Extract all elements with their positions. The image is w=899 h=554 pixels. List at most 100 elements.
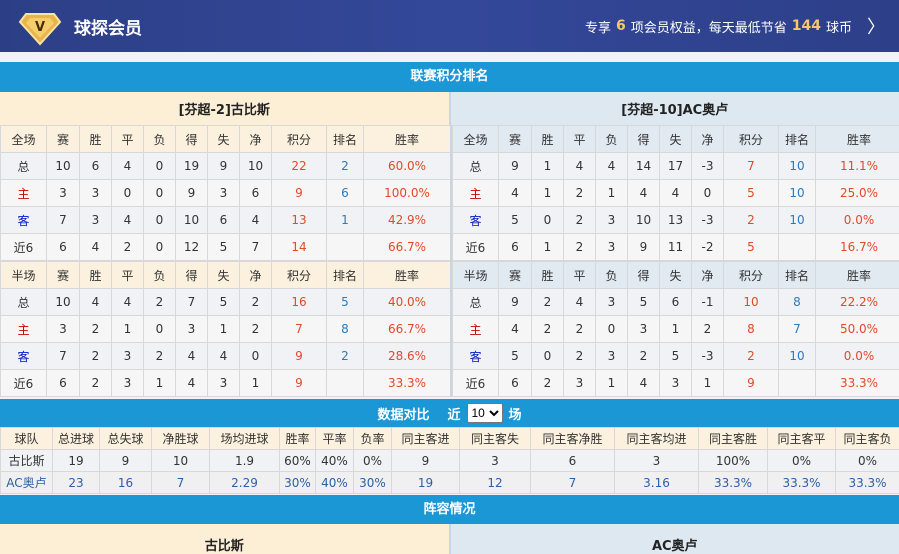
stat-cell: 10 xyxy=(779,153,816,180)
stat-cell: 11.1% xyxy=(816,153,899,180)
compare-cell: 7 xyxy=(531,472,615,494)
stat-cell: -1 xyxy=(692,289,724,316)
match-count-select[interactable]: 10 xyxy=(467,403,503,423)
away-team-title: [芬超-10]AC奥卢 xyxy=(449,92,899,125)
stat-cell: 2 xyxy=(692,316,724,343)
column-header: 排名 xyxy=(327,262,364,289)
column-header: 胜 xyxy=(532,262,564,289)
stat-cell: 4 xyxy=(564,289,596,316)
column-header: 赛 xyxy=(499,126,532,153)
stat-cell: 14 xyxy=(628,153,660,180)
stat-cell: 0 xyxy=(692,180,724,207)
row-label: 客 xyxy=(1,343,47,370)
compare-cell: 40% xyxy=(316,472,354,494)
column-header: 积分 xyxy=(272,126,327,153)
column-header: 赛 xyxy=(47,126,80,153)
row-label: 总 xyxy=(453,153,499,180)
compare-header: 球队 xyxy=(1,428,53,450)
stat-cell: 9 xyxy=(272,180,327,207)
compare-cell: 12 xyxy=(460,472,531,494)
stat-cell: 5 xyxy=(724,180,779,207)
stat-cell: 2 xyxy=(724,343,779,370)
stat-cell: 7 xyxy=(272,316,327,343)
stat-cell: 0.0% xyxy=(816,207,899,234)
stat-cell: 8 xyxy=(779,289,816,316)
compare-cell: 9 xyxy=(392,450,460,472)
stat-cell: 4 xyxy=(660,180,692,207)
stat-cell: 17 xyxy=(660,153,692,180)
stat-cell: 0.0% xyxy=(816,343,899,370)
compare-bar: 数据对比 近 10 场 xyxy=(0,399,899,427)
stat-cell: 4 xyxy=(208,343,240,370)
lineup-away: AC奥卢 xyxy=(449,524,899,554)
stat-cell: 2 xyxy=(532,370,564,397)
stat-cell: 10 xyxy=(47,153,80,180)
stat-cell: 10 xyxy=(724,289,779,316)
stat-cell: 28.6% xyxy=(364,343,451,370)
column-header: 负 xyxy=(144,126,176,153)
stat-cell: 6 xyxy=(499,370,532,397)
lineup-title: 阵容情况 xyxy=(0,495,899,524)
promo-mid: 项会员权益，每天最低节省 xyxy=(631,17,787,36)
stat-cell: 4 xyxy=(112,153,144,180)
stat-cell: 5 xyxy=(208,234,240,261)
compare-cell: 16 xyxy=(100,472,152,494)
stat-cell: 10 xyxy=(779,180,816,207)
stat-cell: 3 xyxy=(628,316,660,343)
promo-text[interactable]: 专享 6 项会员权益，每天最低节省 144 球币 〉 xyxy=(585,13,885,39)
compare-cell: 30% xyxy=(280,472,316,494)
compare-cell: 0% xyxy=(836,450,899,472)
home-team-title: [芬超-2]古比斯 xyxy=(0,92,449,125)
stat-cell: 2 xyxy=(144,289,176,316)
row-label: 主 xyxy=(453,180,499,207)
stat-cell: 13 xyxy=(660,207,692,234)
row-label: 客 xyxy=(453,207,499,234)
stat-cell: 4 xyxy=(112,207,144,234)
stat-cell: 3 xyxy=(596,234,628,261)
stat-cell: 8 xyxy=(327,316,364,343)
stat-cell: 4 xyxy=(240,207,272,234)
member-banner[interactable]: V 球探会员 专享 6 项会员权益，每天最低节省 144 球币 〉 xyxy=(0,0,899,52)
stat-cell: 9 xyxy=(208,153,240,180)
column-header: 净 xyxy=(692,126,724,153)
stat-cell: 4 xyxy=(499,180,532,207)
stat-cell: 2 xyxy=(240,289,272,316)
column-header: 胜 xyxy=(80,126,112,153)
stat-cell: 0 xyxy=(596,316,628,343)
stat-cell: 0 xyxy=(144,153,176,180)
stat-cell: 50.0% xyxy=(816,316,899,343)
compare-header: 同主客进 xyxy=(392,428,460,450)
stat-cell: 6 xyxy=(327,180,364,207)
stat-cell: 7 xyxy=(47,207,80,234)
stat-cell: 1 xyxy=(144,370,176,397)
stat-cell: -3 xyxy=(692,153,724,180)
stat-cell: 10 xyxy=(176,207,208,234)
stat-cell: 9 xyxy=(272,343,327,370)
stat-cell: 3 xyxy=(80,180,112,207)
compare-header: 同主客平 xyxy=(768,428,836,450)
compare-near: 近 xyxy=(447,404,460,423)
promo-suffix: 球币 xyxy=(826,17,852,36)
period-label: 半场 xyxy=(1,262,47,289)
stat-cell: 10 xyxy=(779,207,816,234)
column-header: 得 xyxy=(176,262,208,289)
column-header: 胜 xyxy=(532,126,564,153)
stat-cell: -3 xyxy=(692,343,724,370)
stat-cell: 0 xyxy=(144,207,176,234)
column-header: 排名 xyxy=(327,126,364,153)
stat-cell: 4 xyxy=(499,316,532,343)
column-header: 得 xyxy=(628,126,660,153)
stat-cell: 100.0% xyxy=(364,180,451,207)
